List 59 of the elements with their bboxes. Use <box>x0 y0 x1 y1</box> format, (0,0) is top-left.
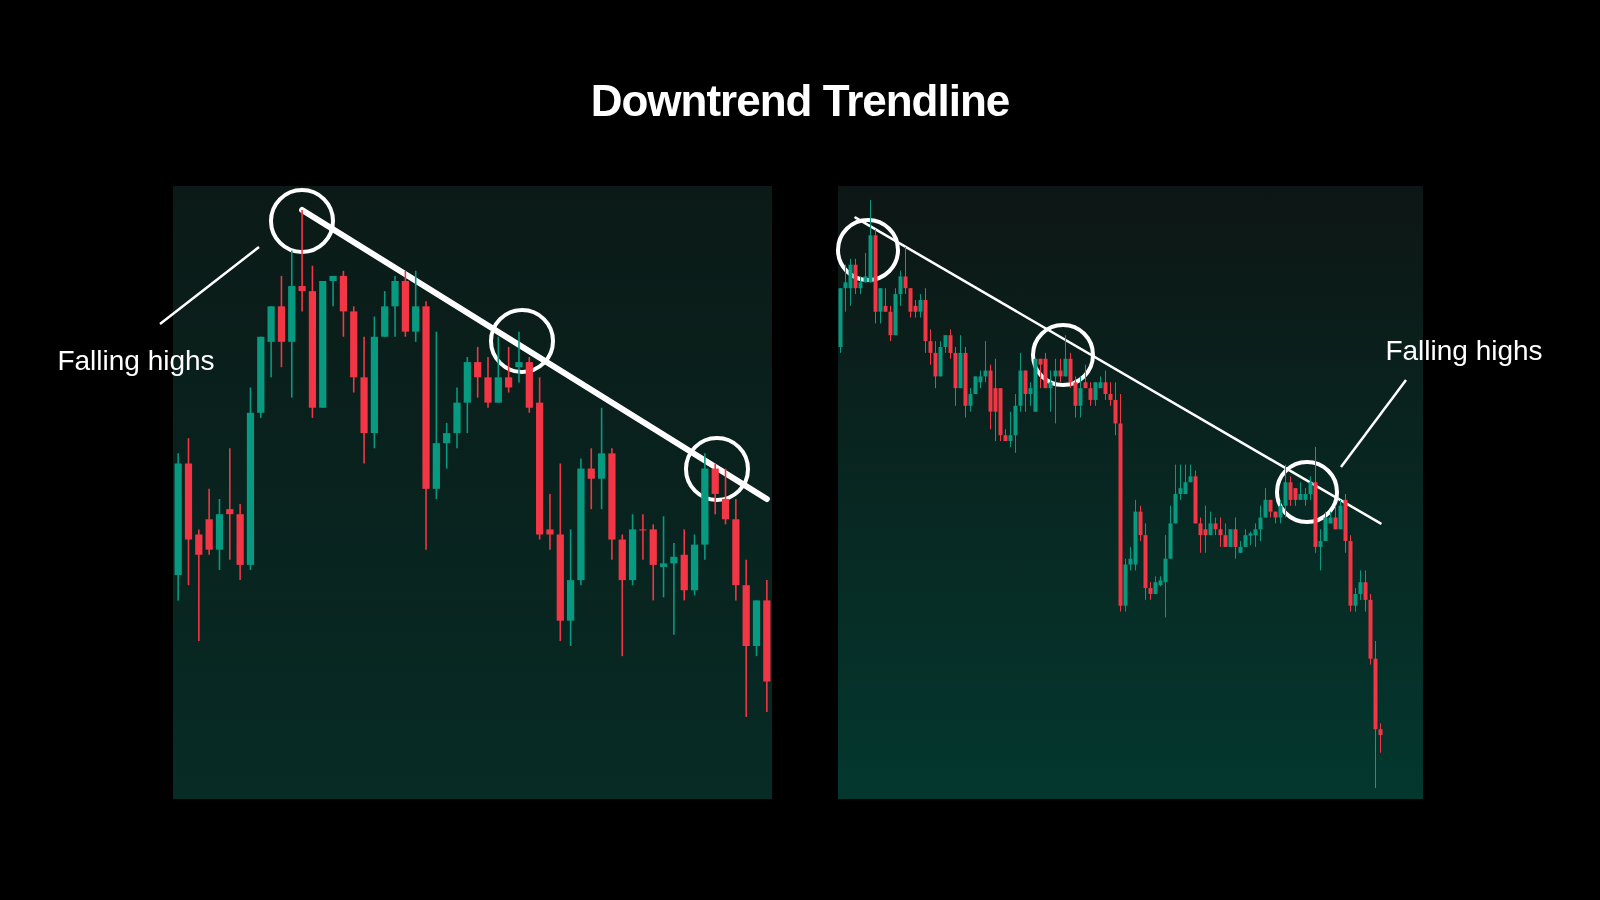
candlestick <box>1263 487 1268 519</box>
candlestick <box>1023 370 1028 413</box>
candlestick <box>903 246 908 295</box>
candlestick <box>721 467 730 526</box>
candlestick <box>298 209 306 313</box>
candlestick <box>1308 475 1313 501</box>
candlestick <box>1363 569 1368 613</box>
candlestick <box>1138 505 1143 542</box>
candlestick <box>1163 534 1168 618</box>
candlestick <box>659 515 668 599</box>
candlestick <box>968 387 973 413</box>
candlestick <box>1358 569 1363 601</box>
candlestick <box>928 328 933 366</box>
candlestick <box>1048 370 1053 413</box>
candlestick <box>1008 411 1013 448</box>
candlestick <box>587 447 595 510</box>
candlestick <box>1353 587 1358 613</box>
candlestick <box>888 305 893 342</box>
candlestick <box>1088 381 1093 407</box>
candlestick <box>853 258 858 295</box>
candlestick <box>329 275 337 308</box>
candlestick <box>505 346 513 394</box>
chart-title: Downtrend Trendline <box>590 76 1010 125</box>
annotation: Falling highs <box>57 345 215 376</box>
candlestick <box>1283 464 1288 519</box>
candlestick <box>474 346 482 399</box>
candlestick <box>1253 522 1258 548</box>
candlestick <box>515 330 523 384</box>
candlestick <box>1318 528 1323 571</box>
candlestick <box>670 542 678 636</box>
candlestick <box>1258 505 1263 542</box>
candlestick <box>898 270 903 307</box>
candlestick <box>933 340 938 389</box>
candlestick <box>1278 499 1283 524</box>
candlestick <box>1338 499 1343 530</box>
candlestick <box>1378 722 1383 754</box>
candlestick <box>1223 522 1228 548</box>
candlestick <box>195 528 203 642</box>
candlestick <box>226 447 234 561</box>
candlestick <box>848 258 853 307</box>
candlestick <box>948 328 953 360</box>
text: Falling highs <box>1385 335 1543 366</box>
candlestick <box>1203 505 1208 554</box>
candlestick <box>1078 375 1083 419</box>
candlestick <box>1113 381 1118 436</box>
candlestick <box>639 513 647 561</box>
candlestick <box>883 287 888 313</box>
candlestick <box>443 422 451 470</box>
candlestick <box>1068 352 1073 389</box>
candlestick <box>546 493 554 551</box>
candlestick <box>918 293 923 319</box>
candlestick <box>1103 370 1108 401</box>
candlestick <box>1233 517 1238 560</box>
candlestick <box>1218 517 1223 548</box>
candlestick <box>1108 381 1113 407</box>
candlestick <box>1183 464 1188 495</box>
candlestick <box>878 287 883 324</box>
candlestick <box>1063 334 1068 377</box>
candlestick <box>1073 375 1078 419</box>
